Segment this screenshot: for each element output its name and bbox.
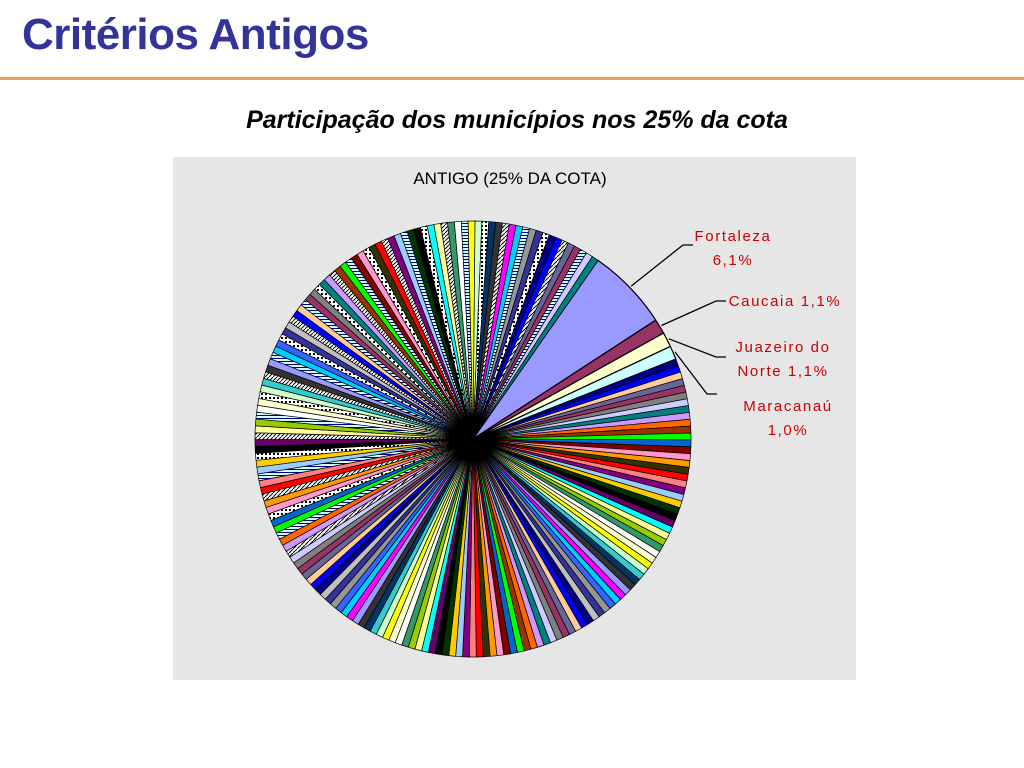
- callout-leader-line: [630, 244, 693, 287]
- callout-label-juazeiro-do-norte: Juazeiro do Norte 1,1%: [735, 339, 830, 380]
- callout-leader-line: [674, 351, 717, 395]
- chart-title: ANTIGO (25% DA COTA): [413, 169, 606, 188]
- callout-label-fortaleza: Fortaleza 6,1%: [695, 228, 772, 269]
- callout-label-maracanaú: Maracanaú 1,0%: [743, 398, 832, 439]
- pie-slices: [254, 220, 692, 658]
- chart-panel: ANTIGO (25% DA COTA) Fortaleza 6,1% Caucai…: [173, 157, 856, 680]
- pie-callouts: Fortaleza 6,1% Caucaia 1,1% Juazeiro do Nort…: [630, 228, 842, 439]
- callout-leader-line: [668, 338, 726, 358]
- slide-subtitle: Participação dos municípios nos 25% da c…: [246, 106, 788, 134]
- title-divider: [0, 77, 1024, 80]
- callout-label-caucaia: Caucaia 1,1%: [729, 293, 842, 310]
- pie-chart: ANTIGO (25% DA COTA) Fortaleza 6,1% Caucai…: [254, 169, 842, 658]
- slide-title: Critérios Antigos: [22, 10, 369, 59]
- pie-slice-other: [472, 256, 599, 440]
- callout-leader-line: [661, 300, 726, 327]
